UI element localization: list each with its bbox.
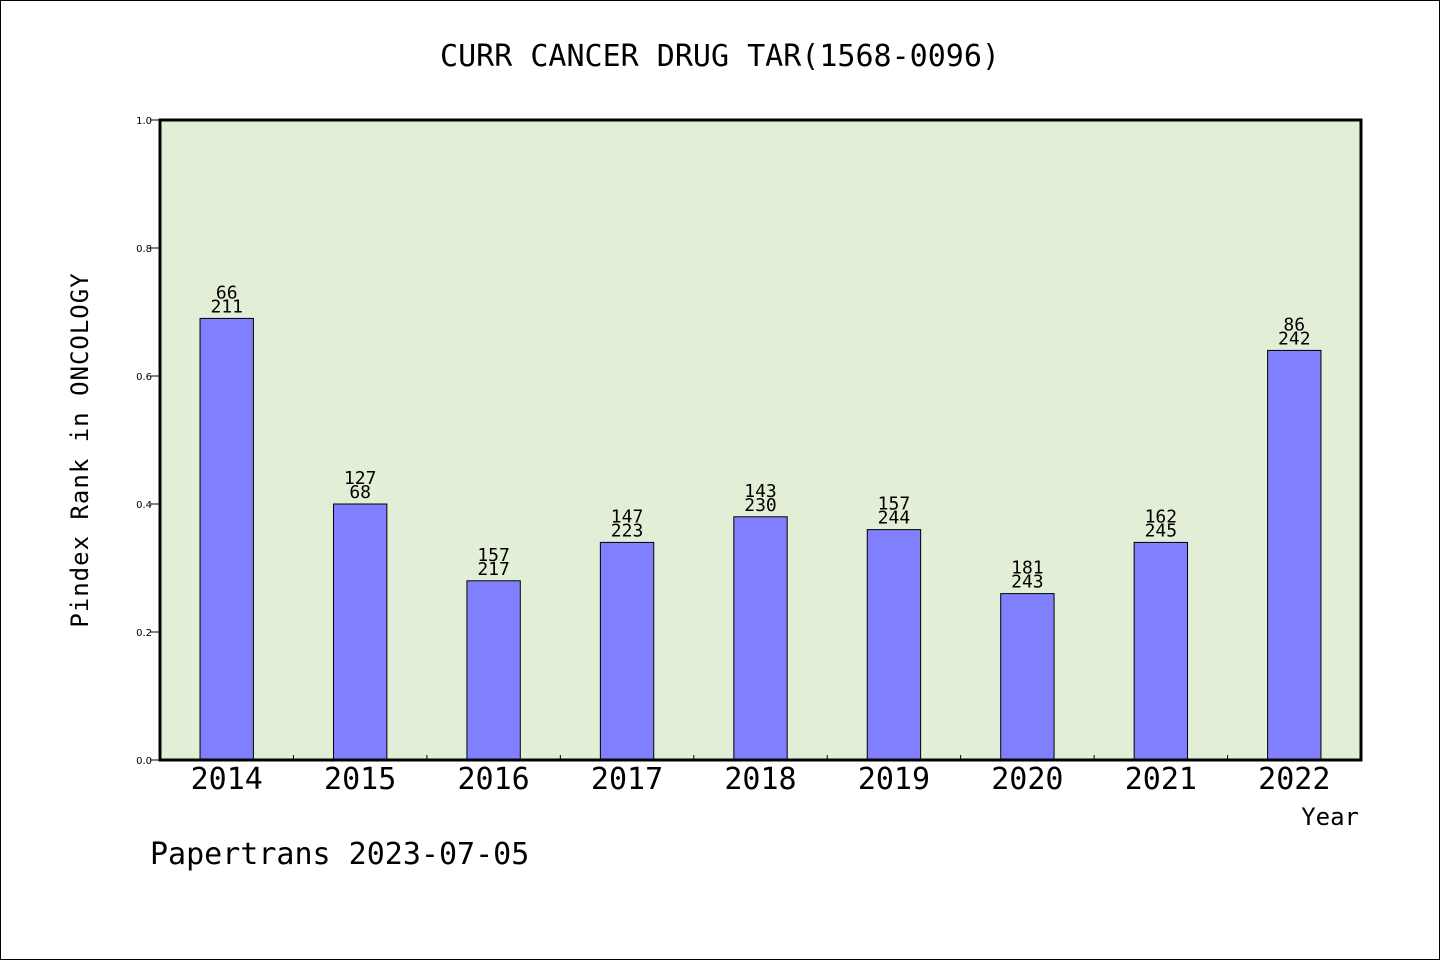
bar-2022 <box>1267 349 1322 761</box>
x-tick-label-2017: 2017 <box>591 762 663 797</box>
bar-label-top-2017: 147 <box>611 506 644 527</box>
bar-label-bottom-2020: 243 <box>1011 572 1044 593</box>
x-tick-label-2019: 2019 <box>858 762 930 797</box>
bar-label-top-2019: 157 <box>878 494 911 515</box>
bar-label-bottom-2019: 244 <box>878 508 911 529</box>
bar-2021 <box>1133 541 1189 761</box>
bar-label-top-2015: 127 <box>344 468 377 489</box>
bar-label-bottom-2017: 223 <box>611 520 644 541</box>
x-axis-label: Year <box>1301 803 1359 831</box>
x-tick-label-2022: 2022 <box>1258 762 1330 797</box>
bar-label-bottom-2022: 242 <box>1278 328 1311 349</box>
x-tick-label-2020: 2020 <box>991 762 1063 797</box>
y-tick-label: 0.2 <box>136 628 152 639</box>
bar-label-bottom-2018: 230 <box>744 495 777 516</box>
bar-label-top-2022: 86 <box>1283 314 1305 335</box>
y-axis-label: Pindex Rank in ONCOLOGY <box>66 272 94 627</box>
y-axis: 0.0 0.2 0.4 0.6 0.8 1.0 <box>136 116 160 767</box>
x-axis: 2014 2015 2016 2017 2018 2019 2020 2021 2022 <box>191 755 1330 797</box>
bar-2019 <box>866 529 922 761</box>
bar-2020 <box>1000 593 1055 761</box>
bar-2015 <box>332 503 388 761</box>
y-tick-label: 0.6 <box>136 372 152 383</box>
bar-label-top-2021: 162 <box>1145 506 1178 527</box>
y-tick-label: 0.0 <box>136 756 152 767</box>
x-tick-label-2018: 2018 <box>724 762 796 797</box>
x-tick-label-2014: 2014 <box>191 762 263 797</box>
plot-border <box>158 118 1363 762</box>
y-tick-label: 0.8 <box>136 244 152 255</box>
x-tick-label-2016: 2016 <box>457 762 529 797</box>
footer-credit: Papertrans 2023-07-05 <box>150 837 529 872</box>
chart-title: CURR CANCER DRUG TAR(1568-0096) <box>440 39 1000 74</box>
bar-2018 <box>733 516 788 761</box>
bar-2017 <box>599 541 655 761</box>
bar-label-top-2018: 143 <box>744 481 777 502</box>
bar-label-bottom-2016: 217 <box>477 559 510 580</box>
bar-label-bottom-2014: 211 <box>210 296 243 317</box>
y-tick-label: 0.4 <box>136 500 152 511</box>
bars <box>199 317 1322 761</box>
x-tick-label-2015: 2015 <box>324 762 396 797</box>
bar-2014 <box>199 317 254 761</box>
bar-label-bottom-2021: 245 <box>1145 520 1178 541</box>
y-tick-label: 1.0 <box>136 116 152 127</box>
x-tick-label-2021: 2021 <box>1125 762 1197 797</box>
bar-label-top-2020: 181 <box>1011 558 1044 579</box>
bar-2016 <box>466 580 521 761</box>
bar-label-top-2016: 157 <box>477 545 510 566</box>
bar-label-top-2014: 66 <box>216 282 238 303</box>
bar-label-bottom-2015: 68 <box>349 482 371 503</box>
